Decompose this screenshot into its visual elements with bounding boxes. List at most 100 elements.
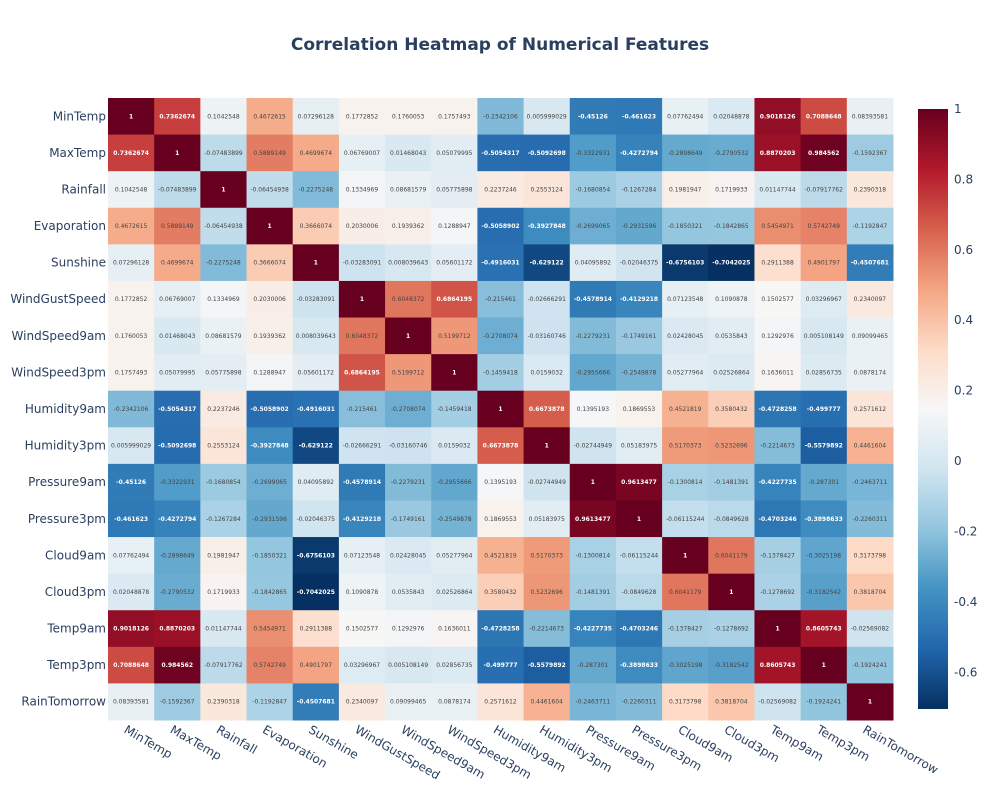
cell-value-label: 0.4901797 <box>808 260 841 267</box>
cell-value-label: -0.2549878 <box>437 516 472 523</box>
heatmap-cell-MaxTemp-Sunshine <box>292 134 340 172</box>
cell-value-label: 0.6048372 <box>346 333 379 340</box>
heatmap-cell-RainTomorrow-Sunshine <box>292 683 340 721</box>
cell-value-label: 0.1042548 <box>207 113 240 120</box>
cell-value-label: 0.0878174 <box>854 369 887 376</box>
cell-value-label: -0.2790532 <box>714 150 749 157</box>
cell-value-label: 1 <box>406 333 410 340</box>
heatmap-cell-Pressure9am-WindSpeed3pm <box>431 463 478 501</box>
heatmap-cell-Evaporation-Sunshine <box>292 207 340 245</box>
heatmap-cell-Pressure9am-Sunshine <box>292 463 340 501</box>
cell-value-label: -0.1278692 <box>714 626 749 633</box>
cell-value-label: 1 <box>221 186 225 193</box>
cell-value-label: 0.07123548 <box>667 296 703 303</box>
cell-value-label: -0.07483899 <box>204 150 243 157</box>
heatmap-cell-Rainfall-Evaporation <box>246 171 294 209</box>
heatmap-cell-WindSpeed3pm-Cloud3pm <box>708 354 755 392</box>
heatmap-cell-WindGustSpeed-Cloud3pm <box>708 280 755 319</box>
cell-value-label: 0.7088648 <box>806 113 842 120</box>
cell-value-label: -0.4272794 <box>158 516 196 523</box>
heatmap-cell-Pressure9am-Cloud3pm <box>708 463 755 501</box>
cell-value-label: 0.01147744 <box>759 186 795 193</box>
y-tick-label: Pressure3pm <box>28 512 106 526</box>
heatmap-cell-MaxTemp-WindSpeed3pm <box>431 134 478 172</box>
y-tick-label: Sunshine <box>51 256 106 270</box>
heatmap-cell-Humidity3pm-Rainfall <box>200 427 248 465</box>
colorbar-tick-label: -0.2 <box>954 524 977 538</box>
cell-value-label: -0.07483899 <box>158 186 197 193</box>
cell-value-label: 0.5232696 <box>715 443 748 450</box>
cell-value-label: 0.02856735 <box>436 662 472 669</box>
heatmap-cell-Temp3pm-Temp9am <box>754 646 802 684</box>
heatmap-cell-RainTomorrow-Pressure3pm <box>615 683 663 721</box>
cell-value-label: 0.7362674 <box>159 113 195 120</box>
cell-value-label: 0.5454971 <box>761 223 794 230</box>
y-tick-label: Evaporation <box>34 219 106 233</box>
heatmap-cell-Evaporation-Cloud9am <box>662 207 709 245</box>
heatmap-cell-WindSpeed9am-MaxTemp <box>154 317 201 355</box>
cell-value-label: 0.07296128 <box>113 260 149 267</box>
cell-value-label: 0.5170373 <box>530 552 563 559</box>
cell-value-label: -0.3898633 <box>805 516 843 523</box>
heatmap-cell-MaxTemp-Cloud3pm <box>708 134 755 172</box>
heatmap-cell-Humidity3pm-Cloud9am <box>662 427 709 465</box>
heatmap-cell-Cloud9am-Temp9am <box>754 537 802 575</box>
heatmap-cell-WindSpeed3pm-WindSpeed9am <box>385 354 432 392</box>
heatmap-cell-WindGustSpeed-MinTemp <box>108 280 155 319</box>
heatmap-cell-Temp3pm-Sunshine <box>292 646 340 684</box>
cell-value-label: -0.02666291 <box>527 296 566 303</box>
y-tick-label: Cloud9am <box>45 548 106 562</box>
cell-value-label: 0.05775898 <box>436 186 472 193</box>
cell-value-label: -0.287301 <box>577 662 608 669</box>
heatmap-cell-Humidity9am-Pressure3pm <box>615 390 663 428</box>
cell-value-label: -0.215461 <box>347 406 378 413</box>
heatmap-cell-WindGustSpeed-WindSpeed9am <box>385 280 432 319</box>
heatmap-cell-MinTemp-WindSpeed3pm <box>431 98 478 136</box>
cell-value-label: 0.2340097 <box>346 699 379 706</box>
heatmap-cell-Temp9am-WindSpeed3pm <box>431 610 478 648</box>
heatmap-cell-Sunshine-Sunshine <box>292 244 340 282</box>
cell-value-label: -0.7042025 <box>712 260 750 267</box>
heatmap-cell-Cloud9am-Rainfall <box>200 537 248 575</box>
cell-value-label: 0.1502577 <box>761 296 794 303</box>
cell-value-label: -0.461623 <box>114 516 148 523</box>
cell-value-label: 0.08681579 <box>390 186 426 193</box>
heatmap-cell-Temp3pm-Humidity3pm <box>523 646 571 684</box>
heatmap-cell-Rainfall-Rainfall <box>200 171 248 209</box>
heatmap-cell-WindGustSpeed-Rainfall <box>200 280 248 319</box>
heatmap-cell-Cloud9am-Temp3pm <box>800 537 848 575</box>
y-tick-label: Temp3pm <box>46 658 106 672</box>
heatmap-cell-Temp9am-Sunshine <box>292 610 340 648</box>
cell-value-label: -0.1378427 <box>668 626 703 633</box>
cell-value-label: 0.07762494 <box>113 552 149 559</box>
heatmap-cell-Pressure3pm-WindGustSpeed <box>338 500 386 538</box>
cell-value-label: 0.005999029 <box>111 443 151 450</box>
heatmap-cell-Temp3pm-Pressure9am <box>569 646 617 684</box>
cell-value-label: -0.5054317 <box>158 406 196 413</box>
cell-value-label: -0.4227735 <box>758 479 796 486</box>
cell-value-label: 0.9613477 <box>621 479 657 486</box>
heatmap-cell-Cloud3pm-WindGustSpeed <box>338 573 386 611</box>
heatmap-cell-Humidity9am-Humidity9am <box>477 390 525 428</box>
cell-value-label: 0.5742749 <box>253 662 286 669</box>
cell-value-label: -0.1481391 <box>714 479 749 486</box>
heatmap-cell-Pressure3pm-Pressure3pm <box>615 500 663 538</box>
heatmap-cell-WindSpeed3pm-WindSpeed3pm <box>431 354 478 392</box>
cell-value-label: 0.2390318 <box>207 699 240 706</box>
cell-value-label: 0.1288947 <box>253 369 286 376</box>
cell-value-label: 0.05277964 <box>667 369 703 376</box>
heatmap-cell-Rainfall-Pressure3pm <box>615 171 663 209</box>
cell-value-label: 1 <box>868 699 872 706</box>
heatmap-cell-WindSpeed3pm-WindGustSpeed <box>338 354 386 392</box>
heatmap-cell-WindSpeed9am-WindGustSpeed <box>338 317 386 355</box>
heatmap-cell-Rainfall-Temp3pm <box>800 171 848 209</box>
cell-value-label: -0.3182542 <box>714 662 749 669</box>
heatmap-cell-Pressure3pm-RainTomorrow <box>846 500 894 538</box>
heatmap-cell-MinTemp-Humidity3pm <box>523 98 571 136</box>
cell-value-label: -0.02046375 <box>297 516 336 523</box>
heatmap-cell-Humidity3pm-Humidity9am <box>477 427 525 465</box>
heatmap-cell-Pressure3pm-MinTemp <box>108 500 155 538</box>
heatmap-cell-Temp9am-Evaporation <box>246 610 294 648</box>
cell-value-label: 1 <box>498 406 502 413</box>
